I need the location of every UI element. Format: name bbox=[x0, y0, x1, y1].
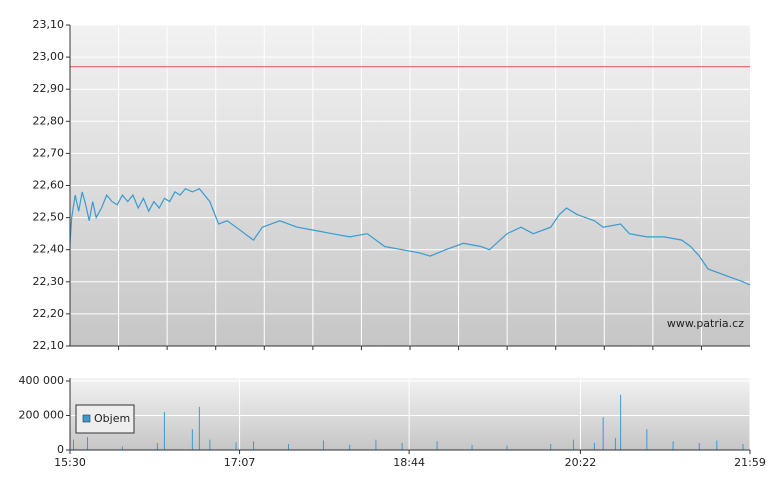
y-tick-label: 200 000 bbox=[19, 409, 65, 422]
y-tick-label: 0 bbox=[57, 443, 64, 456]
y-tick-label: 23,10 bbox=[33, 18, 65, 31]
y-tick-label: 400 000 bbox=[19, 374, 65, 387]
plot-area bbox=[70, 378, 750, 450]
x-tick-label: 21:59 bbox=[734, 456, 766, 469]
x-tick-label: 20:22 bbox=[565, 456, 597, 469]
y-tick-label: 22,60 bbox=[33, 179, 65, 192]
x-tick-label: 17:07 bbox=[224, 456, 256, 469]
legend-swatch bbox=[82, 414, 91, 423]
y-tick-label: 22,20 bbox=[33, 307, 65, 320]
y-tick-label: 22,70 bbox=[33, 146, 65, 159]
price-line bbox=[69, 187, 751, 286]
y-tick-label: 22,90 bbox=[33, 82, 65, 95]
y-tick-label: 22,80 bbox=[33, 114, 65, 127]
y-tick-label: 22,50 bbox=[33, 211, 65, 224]
watermark: www.patria.cz bbox=[667, 317, 744, 330]
legend-label: Objem bbox=[94, 412, 130, 425]
y-tick-label: 22,10 bbox=[33, 339, 65, 352]
y-tick-label: 22,30 bbox=[33, 275, 65, 288]
y-tick-label: 23,00 bbox=[33, 50, 65, 63]
y-tick-label: 22,40 bbox=[33, 243, 65, 256]
x-tick-label: 18:44 bbox=[393, 456, 425, 469]
x-tick-label: 15:30 bbox=[54, 456, 86, 469]
